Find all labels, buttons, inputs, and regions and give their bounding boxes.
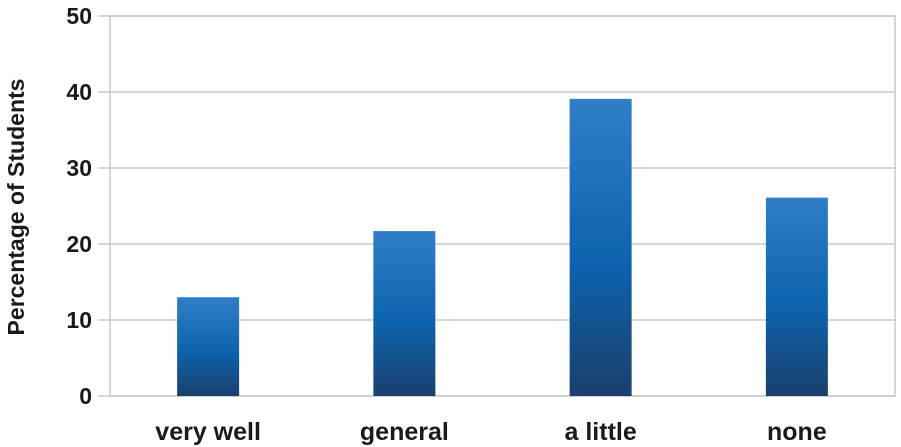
bar	[177, 297, 240, 396]
y-tick-label: 0	[79, 383, 92, 409]
x-category-label: none	[767, 418, 827, 446]
bar	[765, 197, 828, 396]
y-tick-label: 40	[66, 79, 92, 105]
bars	[177, 98, 828, 396]
x-axis-labels: very well general a little none	[155, 418, 827, 446]
y-tick-label: 10	[66, 307, 92, 333]
x-category-label: general	[360, 418, 449, 446]
y-axis-title: Percentage of Students	[3, 79, 29, 336]
bar	[569, 98, 632, 396]
y-axis-ticks: 0 10 20 30 40 50	[66, 3, 92, 409]
y-tick-label: 20	[66, 231, 92, 257]
bar	[373, 231, 436, 396]
y-tick-label: 50	[66, 3, 92, 29]
x-category-label: very well	[155, 418, 261, 446]
y-tick-label: 30	[66, 155, 92, 181]
x-category-label: a little	[565, 418, 637, 446]
